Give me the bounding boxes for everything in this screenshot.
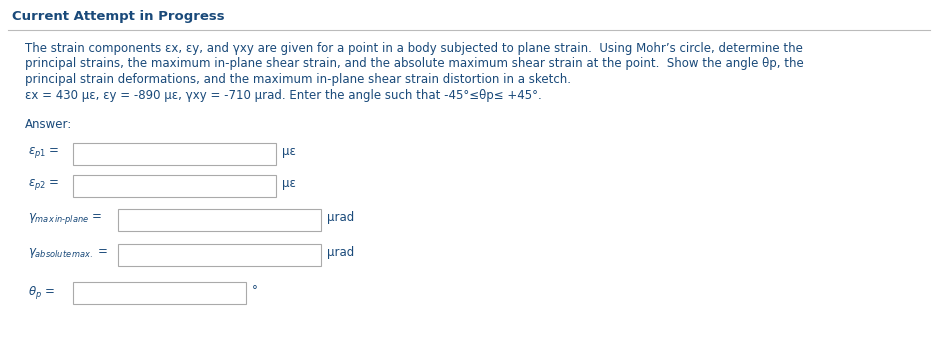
Bar <box>118 209 321 231</box>
Text: principal strains, the maximum in-plane shear strain, and the absolute maximum s: principal strains, the maximum in-plane … <box>25 57 804 70</box>
Text: μrad: μrad <box>327 211 355 224</box>
Text: Current Attempt in Progress: Current Attempt in Progress <box>12 10 224 23</box>
Text: $\gamma_{max\,in\text{-}plane}$ =: $\gamma_{max\,in\text{-}plane}$ = <box>28 211 102 226</box>
Text: $\varepsilon_{p1}$ =: $\varepsilon_{p1}$ = <box>28 145 59 160</box>
Bar <box>73 175 276 197</box>
Text: εx = 430 με, εy = -890 με, γxy = -710 μrad. Enter the angle such that -45°≤θp≤ +: εx = 430 με, εy = -890 με, γxy = -710 μr… <box>25 88 542 102</box>
Bar <box>73 143 276 165</box>
Text: $\varepsilon_{p2}$ =: $\varepsilon_{p2}$ = <box>28 177 59 192</box>
Text: °: ° <box>252 284 258 297</box>
Text: The strain components εx, εy, and γxy are given for a point in a body subjected : The strain components εx, εy, and γxy ar… <box>25 42 803 55</box>
Bar <box>118 244 321 266</box>
Text: με: με <box>282 145 295 158</box>
Text: μrad: μrad <box>327 246 355 259</box>
Text: Answer:: Answer: <box>25 118 72 131</box>
Text: principal strain deformations, and the maximum in-plane shear strain distortion : principal strain deformations, and the m… <box>25 73 571 86</box>
Text: $\theta_{p}$ =: $\theta_{p}$ = <box>28 284 55 301</box>
Bar <box>73 282 246 304</box>
Text: με: με <box>282 177 295 190</box>
Text: $\gamma_{absolute\,max.}$ =: $\gamma_{absolute\,max.}$ = <box>28 246 109 260</box>
